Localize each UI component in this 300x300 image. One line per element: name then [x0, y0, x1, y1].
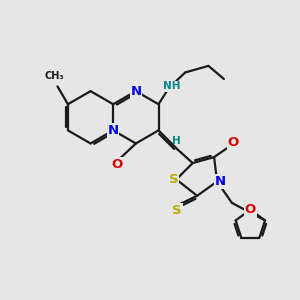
Text: N: N	[130, 85, 141, 98]
Text: N: N	[214, 175, 226, 188]
Text: H: H	[172, 136, 181, 146]
Text: O: O	[112, 158, 123, 171]
Text: O: O	[245, 203, 256, 216]
Text: N: N	[108, 124, 119, 137]
Text: S: S	[169, 173, 178, 186]
Text: CH₃: CH₃	[45, 71, 64, 81]
Text: NH: NH	[163, 81, 180, 92]
Text: S: S	[172, 204, 182, 217]
Text: O: O	[228, 136, 239, 149]
